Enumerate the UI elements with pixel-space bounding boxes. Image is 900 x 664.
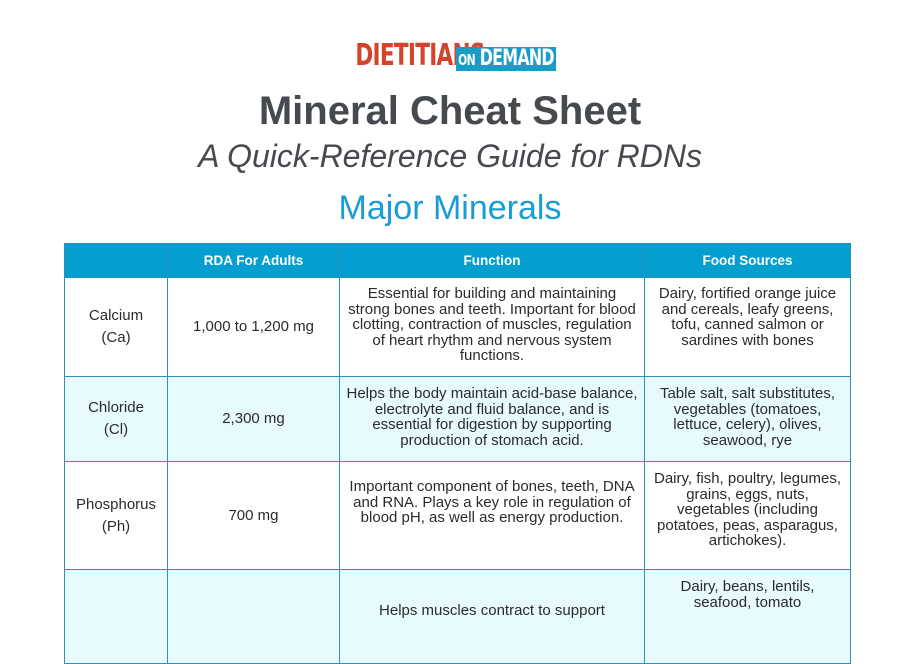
mineral-name-cell: Phosphorus (Ph) [64,461,168,570]
section-title: Major Minerals [338,189,562,227]
mineral-symbol: (Cl) [103,421,129,438]
rda-cell: 1,000 to 1,200 mg [167,277,340,377]
food-sources-cell: Dairy, fish, poultry, legumes, grains, e… [644,461,851,570]
table-row: Calcium (Ca) 1,000 to 1,200 mg Essential… [64,277,851,377]
food-sources-cell: Dairy, beans, lentils, seafood, tomato [644,569,851,664]
header-rda: RDA For Adults [167,243,340,278]
table-row: Chloride (Cl) 2,300 mg Helps the body ma… [64,376,851,462]
page-title: Mineral Cheat Sheet [258,89,642,133]
header-mineral [64,243,168,278]
header-function: Function [339,243,645,278]
rda-cell [167,569,340,664]
mineral-symbol: (Ca) [101,329,131,346]
food-sources-cell: Dairy, fortified orange juice and cereal… [644,277,851,377]
mineral-name: Calcium [88,307,144,324]
mineral-symbol: (Ph) [101,517,131,535]
function-cell: Important component of bones, teeth, DNA… [339,461,645,570]
logo-text-on: ON [457,51,476,69]
mineral-name-cell: Chloride (Cl) [64,376,168,462]
function-cell: Essential for building and maintaining s… [339,277,645,377]
minerals-table: RDA For Adults Function Food Sources Cal… [64,243,851,664]
function-cell: Helps muscles contract to support [339,569,645,664]
function-cell: Helps the body maintain acid-base balanc… [339,376,645,462]
logo-text-on-demand: ON DEMAND [455,46,556,71]
mineral-name-cell: Calcium (Ca) [64,277,168,377]
dietitians-on-demand-logo: DIETITIANS ON DEMAND [0,38,900,78]
header-food-sources: Food Sources [644,243,851,278]
page-subtitle: A Quick-Reference Guide for RDNs [198,138,702,174]
table-header-row: RDA For Adults Function Food Sources [64,243,851,278]
rda-cell: 700 mg [167,461,340,570]
mineral-name: Phosphorus [75,495,157,513]
rda-cell: 2,300 mg [167,376,340,462]
food-sources-cell: Table salt, salt substitutes, vegetables… [644,376,851,462]
mineral-name-cell [64,569,168,664]
logo-text-demand: DEMAND [479,46,554,71]
table-row: Phosphorus (Ph) 700 mg Important compone… [64,461,851,570]
mineral-name: Chloride [88,399,144,416]
table-row: Helps muscles contract to support Dairy,… [64,569,851,664]
